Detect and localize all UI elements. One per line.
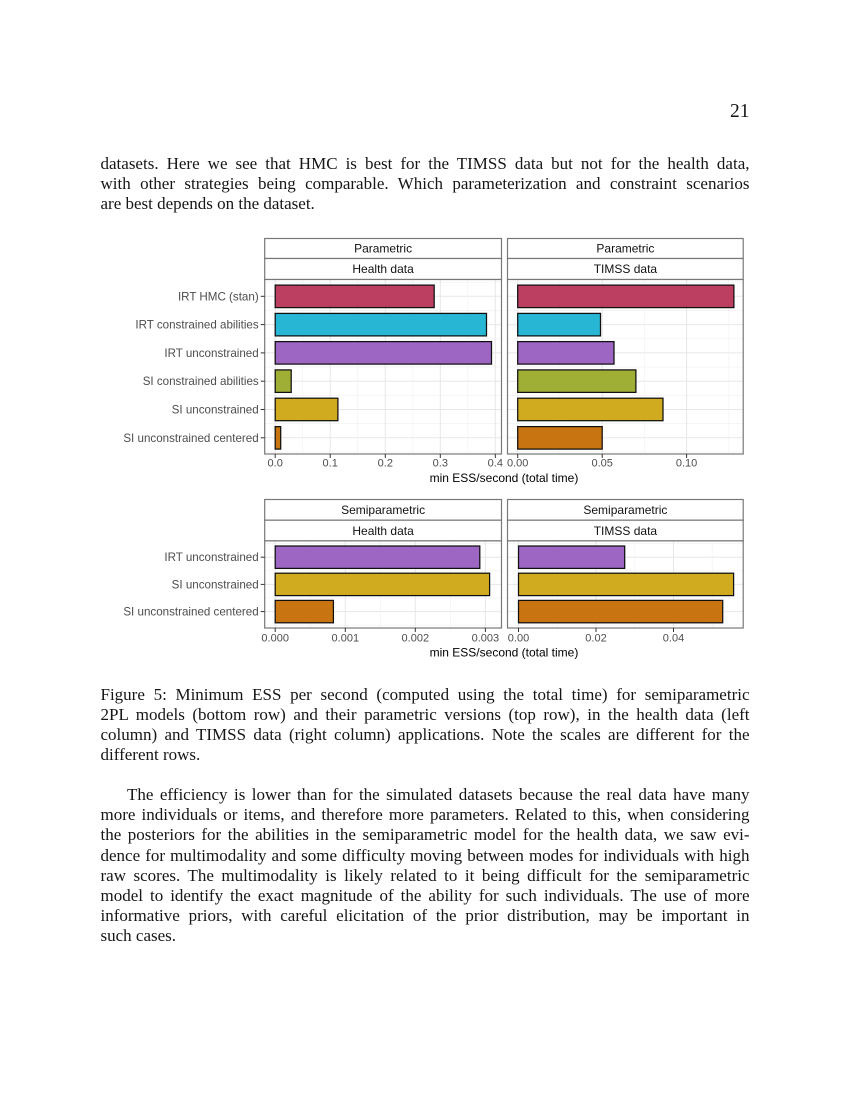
svg-text:0.00: 0.00 [508,633,529,645]
svg-text:0.04: 0.04 [663,633,684,645]
svg-text:0.2: 0.2 [378,458,393,470]
svg-text:TIMSS data: TIMSS data [594,262,658,276]
svg-text:IRT constrained abilities: IRT constrained abilities [135,319,259,332]
svg-text:IRT HMC (stan): IRT HMC (stan) [178,290,259,303]
svg-text:0.003: 0.003 [472,633,500,645]
svg-text:0.001: 0.001 [332,633,360,645]
svg-text:0.4: 0.4 [488,458,503,470]
svg-text:SI unconstrained: SI unconstrained [172,404,259,417]
svg-text:0.02: 0.02 [585,633,606,645]
svg-text:Parametric: Parametric [596,242,654,256]
svg-text:Health data: Health data [352,262,414,276]
svg-text:min ESS/second (total time): min ESS/second (total time) [430,471,579,485]
svg-text:Semiparametric: Semiparametric [583,503,667,517]
svg-text:IRT unconstrained: IRT unconstrained [164,551,258,564]
svg-text:SI constrained abilities: SI constrained abilities [143,375,259,388]
svg-text:Semiparametric: Semiparametric [341,503,425,517]
svg-text:IRT unconstrained: IRT unconstrained [164,347,258,360]
svg-text:0.3: 0.3 [433,458,448,470]
svg-text:Parametric: Parametric [354,242,412,256]
svg-text:0.002: 0.002 [402,633,430,645]
svg-text:0.00: 0.00 [507,458,528,470]
svg-text:0.1: 0.1 [323,458,338,470]
svg-text:SI unconstrained: SI unconstrained [172,578,259,591]
svg-text:0.05: 0.05 [591,458,612,470]
svg-text:SI unconstrained centered: SI unconstrained centered [123,432,258,445]
svg-text:0.0: 0.0 [268,458,283,470]
svg-text:min ESS/second (total time): min ESS/second (total time) [430,646,579,660]
svg-text:Health data: Health data [352,524,414,538]
svg-text:0.000: 0.000 [261,633,289,645]
svg-text:0.10: 0.10 [676,458,697,470]
svg-text:SI unconstrained centered: SI unconstrained centered [123,606,258,619]
svg-text:TIMSS data: TIMSS data [594,524,658,538]
